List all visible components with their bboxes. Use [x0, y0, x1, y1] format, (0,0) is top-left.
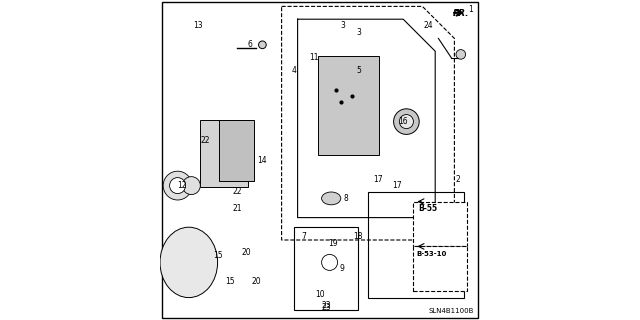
Text: 24: 24: [424, 21, 434, 30]
Text: 20: 20: [241, 248, 252, 257]
Circle shape: [456, 50, 466, 59]
FancyBboxPatch shape: [319, 56, 380, 155]
FancyBboxPatch shape: [294, 227, 358, 310]
Text: 17: 17: [372, 175, 383, 184]
Text: 15: 15: [225, 277, 236, 286]
FancyBboxPatch shape: [413, 246, 467, 291]
Circle shape: [322, 254, 338, 270]
Text: 6: 6: [247, 40, 252, 49]
Text: 19: 19: [328, 239, 338, 248]
Ellipse shape: [322, 192, 341, 205]
FancyBboxPatch shape: [200, 120, 248, 187]
Text: 20: 20: [251, 277, 261, 286]
Text: B-55: B-55: [419, 204, 437, 213]
Circle shape: [259, 41, 266, 49]
Text: 10: 10: [315, 290, 325, 299]
Text: 1: 1: [468, 5, 473, 14]
Circle shape: [163, 171, 192, 200]
Text: 16: 16: [398, 117, 408, 126]
FancyBboxPatch shape: [413, 202, 467, 246]
Text: 5: 5: [356, 66, 361, 75]
Circle shape: [399, 115, 413, 129]
Text: SLN4B1100B: SLN4B1100B: [428, 308, 474, 314]
FancyBboxPatch shape: [219, 120, 254, 181]
Text: 18: 18: [354, 232, 363, 241]
Text: 15: 15: [212, 252, 223, 260]
Text: 9: 9: [340, 264, 345, 273]
Text: 2: 2: [455, 175, 460, 184]
Circle shape: [182, 177, 200, 195]
Text: 17: 17: [392, 181, 402, 190]
Text: 23: 23: [321, 303, 332, 312]
Text: 14: 14: [257, 156, 268, 164]
Circle shape: [394, 109, 419, 134]
Ellipse shape: [160, 227, 218, 298]
Text: 11: 11: [309, 53, 318, 62]
Text: 12: 12: [178, 181, 187, 190]
Text: 22: 22: [200, 136, 209, 145]
Text: 4: 4: [292, 66, 297, 75]
Text: 13: 13: [193, 21, 204, 30]
Circle shape: [170, 178, 186, 194]
Text: 21: 21: [232, 204, 241, 212]
Text: 7: 7: [301, 232, 307, 241]
Text: 3: 3: [356, 28, 361, 36]
Text: FR.: FR.: [453, 9, 469, 18]
Text: 3: 3: [340, 21, 345, 30]
Text: 23: 23: [321, 301, 332, 310]
Text: 22: 22: [232, 188, 241, 196]
Bar: [368, 192, 464, 298]
Text: 8: 8: [343, 194, 348, 203]
Text: B-53-10: B-53-10: [416, 251, 446, 257]
